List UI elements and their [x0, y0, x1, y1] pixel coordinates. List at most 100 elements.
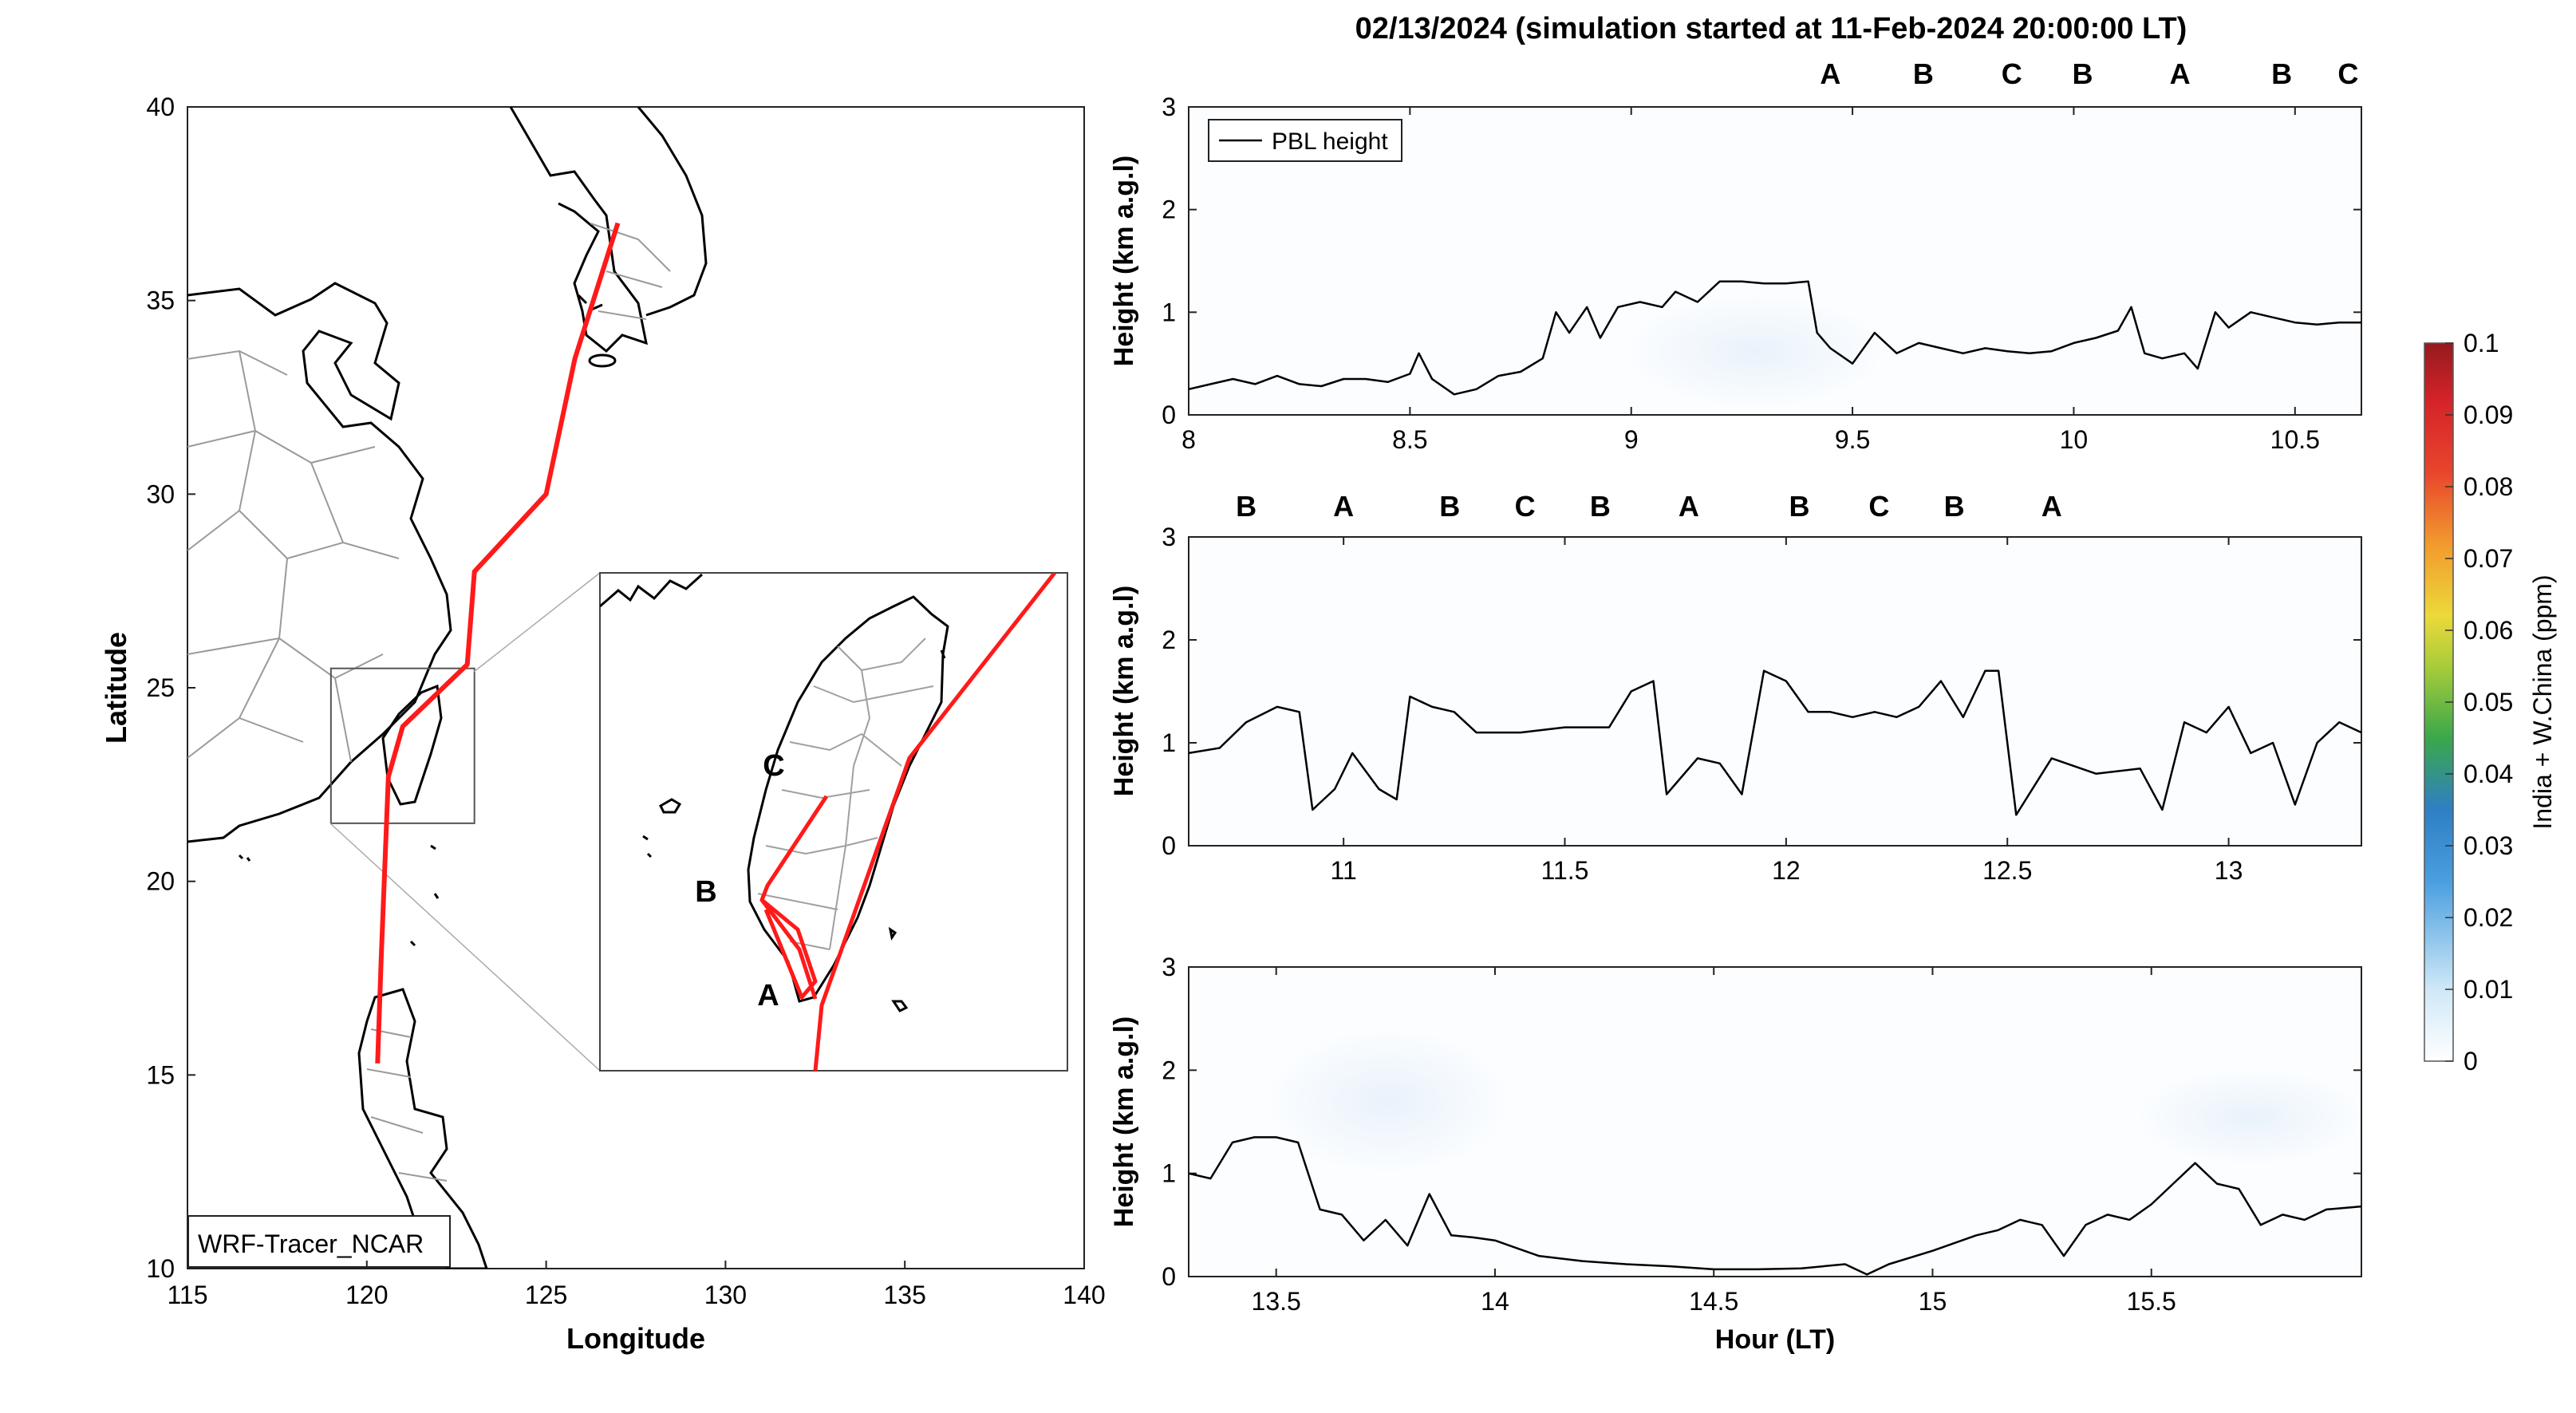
p2-marker-c: C — [1515, 490, 1536, 523]
inset-track-c — [760, 898, 818, 1000]
panel-1-haze — [1627, 295, 1883, 407]
p1-x-tick-label: 10 — [2060, 425, 2089, 454]
p1-marker-c: C — [2002, 57, 2022, 90]
colorbar-tick-label: 0.08 — [2464, 472, 2513, 501]
panel-1: A B C B A B C 8 8.5 9 9.5 10 10.5 0 1 2 3 Height (km a… — [1109, 57, 2362, 454]
p1-marker-b: B — [2271, 57, 2292, 90]
map-y-label: Latitude — [100, 632, 132, 744]
p1-y-tick-label: 1 — [1162, 298, 1176, 326]
p2-marker-b: B — [1590, 490, 1611, 523]
map-x-tick-label: 140 — [1063, 1281, 1105, 1309]
coastline-luzon — [357, 988, 488, 1269]
korea-borders — [590, 223, 671, 320]
panel-1-x-ticks: 8 8.5 9 9.5 10 10.5 — [1181, 107, 2320, 454]
inset-county-borders — [757, 637, 934, 950]
p2-y-tick-label: 2 — [1162, 626, 1176, 654]
p3-y-tick-label: 0 — [1162, 1262, 1176, 1291]
p3-y-tick-label: 1 — [1162, 1159, 1176, 1188]
p2-x-tick-label: 13 — [2215, 856, 2243, 885]
colorbar-tick-label: 0.05 — [2464, 688, 2513, 716]
inset-islands — [642, 649, 946, 1012]
p3-x-tick-label: 13.5 — [1252, 1287, 1301, 1316]
p1-x-tick-label: 9.5 — [1835, 425, 1870, 454]
map-x-tick-label: 130 — [704, 1281, 747, 1309]
colorbar-tick-label: 0.02 — [2464, 903, 2513, 932]
p1-marker-b: B — [2073, 57, 2093, 90]
map-x-label: Longitude — [566, 1322, 705, 1355]
small-islands — [238, 294, 603, 947]
p2-marker-b: B — [1944, 490, 1965, 523]
colorbar-tick-label: 0.1 — [2464, 329, 2499, 357]
p1-x-tick-label: 8.5 — [1392, 425, 1427, 454]
inset-label-b: B — [695, 875, 716, 909]
coastline-china — [187, 282, 452, 843]
colorbar-tick-label: 0.09 — [2464, 401, 2513, 429]
colorbar-tick-label: 0.01 — [2464, 975, 2513, 1004]
colorbar-tick-label: 0.04 — [2464, 760, 2513, 788]
panel-3-x-ticks: 13.5 14 14.5 15 15.5 — [1252, 967, 2176, 1316]
inset-track-main — [813, 573, 1056, 1071]
p3-x-tick-label: 15 — [1919, 1287, 1947, 1316]
map-y-tick-label: 20 — [146, 867, 175, 896]
p1-y-tick-label: 0 — [1162, 401, 1176, 429]
p1-x-tick-label: 8 — [1181, 425, 1196, 454]
inset-label-c: C — [763, 749, 784, 783]
p3-x-tick-label: 14 — [1481, 1287, 1509, 1316]
p3-x-tick-label: 15.5 — [2127, 1287, 2176, 1316]
p2-marker-a: A — [2041, 490, 2062, 523]
trajectory-track — [375, 222, 621, 1064]
panel-2-y-label: Height (km a.g.l) — [1109, 586, 1139, 796]
inset-connector-bottom — [329, 823, 601, 1072]
p3-y-tick-label: 2 — [1162, 1056, 1176, 1084]
map-y-tick-label: 30 — [146, 480, 175, 508]
panel-3-haze-1 — [1268, 1029, 1508, 1173]
p1-y-tick-label: 3 — [1162, 93, 1176, 121]
p3-y-tick-label: 3 — [1162, 953, 1176, 981]
p1-marker-c: C — [2337, 57, 2358, 90]
province-borders — [187, 349, 400, 763]
p2-marker-a: A — [1679, 490, 1699, 523]
inset-indicator-box — [329, 667, 475, 824]
coastline-taiwan-main — [381, 684, 443, 806]
map-land — [187, 107, 708, 1269]
p1-x-tick-label: 9 — [1624, 425, 1639, 454]
map-y-tick-label: 25 — [146, 673, 175, 702]
p3-x-tick-label: 14.5 — [1689, 1287, 1738, 1316]
inset-label-a: A — [757, 979, 779, 1012]
map-x-tick-label: 125 — [525, 1281, 567, 1309]
p2-marker-a: A — [1333, 490, 1354, 523]
legend-box — [1208, 119, 1402, 162]
colorbar: 0 0.01 0.02 0.03 0.04 0.05 0.06 0.07 0.08 0.09 0.1… — [2424, 329, 2557, 1076]
colorbar-ticks: 0 0.01 0.02 0.03 0.04 0.05 0.06 0.07 0.08 0.09 0.1 — [2445, 329, 2513, 1076]
panel-2-y-ticks: 0 1 2 3 — [1162, 523, 2361, 860]
legend-label-pbl: PBL height — [1272, 128, 1388, 155]
p1-y-tick-label: 2 — [1162, 195, 1176, 224]
panel-3-haze-2 — [2138, 1069, 2361, 1165]
model-label-box — [187, 1215, 451, 1268]
inset-track-loop — [759, 795, 829, 1000]
map-x-tick-label: 115 — [167, 1281, 207, 1309]
panel-2-frame — [1188, 536, 2362, 847]
panel-3-y-label: Height (km a.g.l) — [1109, 1016, 1139, 1227]
model-label: WRF-Tracer_NCAR — [198, 1229, 424, 1258]
taiwan-inset: C B A — [599, 572, 1068, 1072]
colorbar-tick-label: 0 — [2464, 1047, 2478, 1076]
map-x-ticks: 115 120 125 130 135 140 — [167, 1261, 1106, 1309]
colorbar-tick-label: 0.06 — [2464, 616, 2513, 645]
coastline-korea — [509, 107, 648, 353]
panel-2-pbl-line — [1188, 669, 2362, 816]
panel-3-x-label: Hour (LT) — [1715, 1324, 1835, 1355]
p1-marker-b: B — [1913, 57, 1934, 90]
coastline-korea-east — [637, 107, 708, 317]
figure-title: 02/13/2024 (simulation started at 11-Feb… — [1355, 12, 2187, 45]
inset-mainland-coast — [600, 573, 704, 608]
p2-x-tick-label: 12.5 — [1982, 856, 2032, 885]
p2-y-tick-label: 1 — [1162, 728, 1176, 757]
p2-y-tick-label: 3 — [1162, 523, 1176, 551]
map-x-tick-label: 135 — [884, 1281, 926, 1309]
p2-marker-b: B — [1236, 490, 1256, 523]
panel-2-x-ticks: 11 11.5 12 12.5 13 — [1331, 537, 2243, 885]
